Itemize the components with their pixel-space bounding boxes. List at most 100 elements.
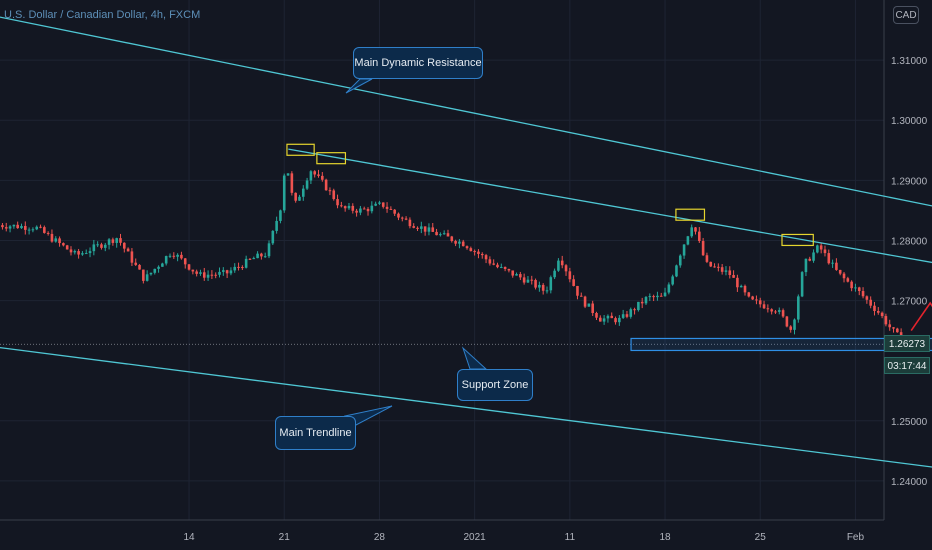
x-tick-label: Feb bbox=[847, 532, 865, 543]
candle-body bbox=[4, 227, 8, 229]
candle-body bbox=[480, 253, 484, 256]
candle-body bbox=[138, 264, 141, 270]
candle-body bbox=[587, 303, 591, 307]
candle-body bbox=[461, 241, 465, 247]
candle-body bbox=[427, 227, 431, 232]
candle-body bbox=[534, 280, 537, 288]
candle-body bbox=[343, 206, 347, 209]
candle-body bbox=[115, 238, 118, 243]
resistance-callout-pointer bbox=[345, 78, 373, 94]
candle-body bbox=[576, 285, 579, 296]
candle-body bbox=[568, 271, 572, 280]
y-tick-label: 1.28000 bbox=[891, 236, 928, 247]
candle-body bbox=[199, 272, 202, 274]
candle-body bbox=[458, 241, 461, 244]
candle-body bbox=[180, 254, 183, 259]
candle-body bbox=[682, 244, 686, 256]
candle-body bbox=[214, 274, 217, 276]
pattern-box bbox=[781, 233, 814, 247]
candle-body bbox=[770, 309, 773, 312]
candle-body bbox=[400, 217, 404, 219]
candle-body bbox=[614, 318, 617, 323]
currency-button[interactable]: CAD bbox=[893, 6, 919, 24]
candle-body bbox=[81, 253, 84, 255]
candle-body bbox=[12, 224, 16, 227]
candle-body bbox=[621, 314, 625, 318]
candle-body bbox=[439, 234, 442, 236]
candle-body bbox=[793, 319, 796, 330]
candle-body bbox=[671, 276, 674, 285]
candle-body bbox=[610, 315, 614, 319]
candle-body bbox=[244, 258, 248, 268]
candle-body bbox=[229, 270, 233, 274]
candle-body bbox=[62, 243, 65, 246]
forecast-path bbox=[910, 301, 932, 332]
candle-body bbox=[625, 314, 629, 317]
candle-body bbox=[237, 266, 240, 268]
trendline-label: Main Trendline bbox=[279, 427, 352, 439]
candle-body bbox=[161, 263, 164, 267]
candle-body bbox=[678, 255, 682, 266]
candle-body bbox=[690, 227, 693, 237]
candle-body bbox=[301, 188, 305, 197]
candle-body bbox=[602, 318, 606, 322]
candle-body bbox=[286, 173, 290, 176]
candle-body bbox=[23, 225, 27, 230]
candle-body bbox=[530, 279, 534, 281]
candle-body bbox=[823, 249, 827, 254]
candle-body bbox=[560, 260, 564, 266]
candle-body bbox=[298, 196, 301, 201]
candle-body bbox=[724, 270, 728, 272]
candle-body bbox=[84, 253, 88, 255]
candle-body bbox=[412, 226, 416, 228]
candle-body bbox=[876, 311, 880, 313]
current-price-tag: 1.26273 bbox=[884, 335, 930, 352]
candle-body bbox=[705, 255, 709, 262]
x-tick-label: 11 bbox=[565, 532, 576, 543]
candle-body bbox=[732, 274, 735, 278]
x-tick-label: 14 bbox=[183, 532, 195, 543]
candle-body bbox=[294, 192, 297, 201]
candle-body bbox=[656, 295, 659, 298]
candle-body bbox=[857, 287, 861, 292]
candle-body bbox=[385, 206, 389, 209]
candle-body bbox=[816, 245, 819, 253]
candle-body bbox=[88, 251, 92, 254]
candle-body bbox=[43, 227, 46, 233]
candle-body bbox=[640, 301, 644, 304]
candle-body bbox=[659, 295, 663, 297]
candle-body bbox=[644, 297, 648, 304]
candle-body bbox=[777, 310, 781, 312]
candle-body bbox=[728, 270, 732, 275]
candle-body bbox=[869, 299, 872, 306]
candle-body bbox=[572, 279, 575, 286]
candle-body bbox=[465, 246, 469, 249]
candle-body bbox=[256, 253, 259, 259]
candle-body bbox=[503, 266, 507, 269]
candle-body bbox=[694, 227, 697, 232]
candle-body bbox=[370, 205, 374, 212]
candle-body bbox=[888, 324, 892, 328]
candle-body bbox=[522, 277, 526, 283]
candle-body bbox=[747, 292, 751, 297]
candle-body bbox=[819, 245, 823, 250]
candle-body bbox=[317, 174, 320, 176]
candle-body bbox=[347, 205, 351, 209]
candle-body bbox=[267, 243, 271, 257]
candle-body bbox=[549, 277, 553, 291]
candle-body bbox=[686, 236, 690, 245]
candle-body bbox=[496, 264, 499, 268]
candle-body bbox=[758, 300, 762, 305]
candle-body bbox=[164, 256, 168, 264]
candle-body bbox=[473, 251, 476, 253]
candle-body bbox=[831, 262, 834, 264]
candle-body bbox=[675, 265, 678, 277]
candle-body bbox=[168, 255, 172, 257]
x-tick-label: 2021 bbox=[464, 532, 487, 543]
candle-body bbox=[538, 284, 541, 288]
candle-body bbox=[812, 252, 815, 261]
candle-body bbox=[191, 269, 195, 272]
candle-body bbox=[355, 210, 358, 213]
